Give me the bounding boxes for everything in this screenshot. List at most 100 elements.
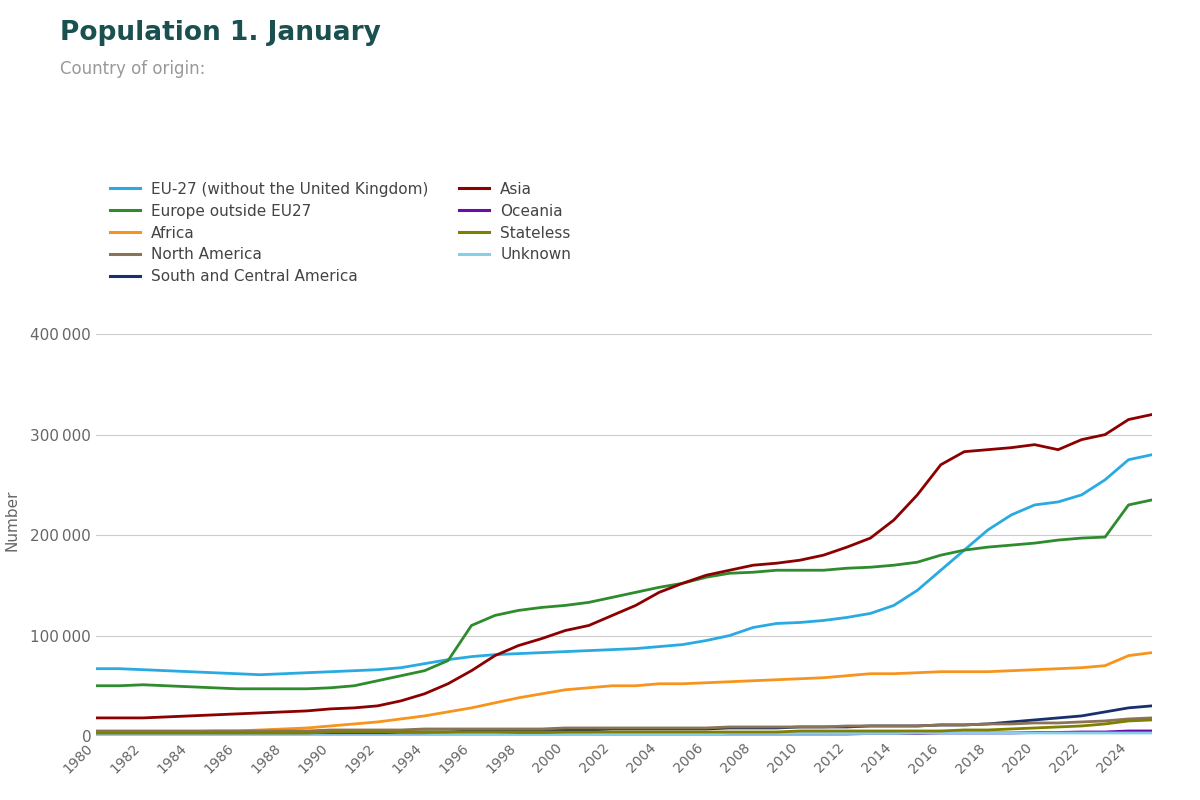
- Europe outside EU27: [629, 587, 643, 597]
- Line: Oceania: Oceania: [96, 731, 1152, 735]
- Asia: [253, 708, 268, 718]
- Europe outside EU27: [1098, 532, 1112, 542]
- Asia: [605, 610, 619, 620]
- EU-27 (without the United Kingdom): [464, 652, 479, 662]
- Oceania: [934, 728, 948, 738]
- EU-27 (without the United Kingdom): [582, 646, 596, 655]
- EU-27 (without the United Kingdom): [487, 650, 502, 659]
- Europe outside EU27: [182, 682, 197, 691]
- Africa: [206, 726, 221, 736]
- Oceania: [487, 730, 502, 740]
- Oceania: [582, 729, 596, 738]
- Stateless: [182, 728, 197, 738]
- Line: Stateless: Stateless: [96, 720, 1152, 733]
- Europe outside EU27: [887, 561, 901, 570]
- Asia: [698, 570, 713, 580]
- Unknown: [980, 728, 995, 738]
- Unknown: [746, 729, 761, 738]
- Stateless: [324, 727, 338, 737]
- Oceania: [746, 729, 761, 738]
- Africa: [1027, 665, 1042, 674]
- Oceania: [1098, 727, 1112, 737]
- Unknown: [253, 730, 268, 740]
- Africa: [910, 668, 924, 678]
- Europe outside EU27: [863, 562, 877, 572]
- Africa: [511, 693, 526, 702]
- Stateless: [558, 727, 572, 737]
- Oceania: [1074, 727, 1088, 737]
- South and Central America: [347, 728, 361, 738]
- North America: [1098, 716, 1112, 726]
- Unknown: [1051, 728, 1066, 738]
- Asia: [887, 515, 901, 525]
- Asia: [300, 706, 314, 716]
- Oceania: [253, 730, 268, 740]
- North America: [558, 723, 572, 733]
- Stateless: [160, 728, 174, 738]
- North America: [980, 719, 995, 729]
- Stateless: [629, 727, 643, 737]
- Unknown: [840, 729, 854, 738]
- Unknown: [487, 730, 502, 740]
- Unknown: [816, 729, 830, 738]
- Asia: [1004, 443, 1019, 453]
- Unknown: [629, 729, 643, 738]
- EU-27 (without the United Kingdom): [136, 665, 150, 674]
- EU-27 (without the United Kingdom): [934, 566, 948, 575]
- Asia: [276, 707, 290, 717]
- Oceania: [182, 730, 197, 740]
- Unknown: [394, 730, 408, 740]
- South and Central America: [324, 728, 338, 738]
- South and Central America: [629, 724, 643, 734]
- Stateless: [1121, 716, 1135, 726]
- Text: Population 1. January: Population 1. January: [60, 20, 380, 46]
- Asia: [511, 641, 526, 650]
- North America: [910, 721, 924, 730]
- EU-27 (without the United Kingdom): [769, 618, 784, 628]
- Europe outside EU27: [394, 671, 408, 681]
- Unknown: [1004, 728, 1019, 738]
- Stateless: [487, 727, 502, 737]
- Europe outside EU27: [980, 542, 995, 552]
- Europe outside EU27: [300, 684, 314, 694]
- Y-axis label: Number: Number: [4, 490, 19, 550]
- Africa: [371, 717, 385, 726]
- Asia: [840, 542, 854, 552]
- South and Central America: [816, 722, 830, 732]
- Asia: [1098, 430, 1112, 439]
- EU-27 (without the United Kingdom): [1145, 450, 1159, 459]
- Stateless: [980, 725, 995, 734]
- Oceania: [89, 730, 103, 740]
- South and Central America: [863, 721, 877, 730]
- North America: [1027, 718, 1042, 728]
- Stateless: [746, 727, 761, 737]
- Unknown: [934, 728, 948, 738]
- South and Central America: [1145, 701, 1159, 710]
- Unknown: [535, 730, 550, 740]
- Oceania: [793, 729, 808, 738]
- Unknown: [182, 730, 197, 740]
- Europe outside EU27: [89, 681, 103, 690]
- South and Central America: [440, 727, 455, 737]
- Unknown: [1145, 728, 1159, 738]
- Text: Country of origin:: Country of origin:: [60, 60, 205, 78]
- Asia: [910, 490, 924, 500]
- EU-27 (without the United Kingdom): [1074, 490, 1088, 500]
- Stateless: [793, 726, 808, 736]
- Stateless: [229, 728, 244, 738]
- Oceania: [1121, 726, 1135, 736]
- North America: [746, 722, 761, 732]
- Unknown: [440, 730, 455, 740]
- Europe outside EU27: [558, 601, 572, 610]
- Stateless: [1004, 724, 1019, 734]
- North America: [347, 725, 361, 734]
- South and Central America: [182, 729, 197, 738]
- Unknown: [652, 729, 666, 738]
- Africa: [605, 681, 619, 690]
- North America: [1121, 714, 1135, 724]
- Asia: [394, 696, 408, 706]
- Asia: [1121, 414, 1135, 424]
- Europe outside EU27: [324, 683, 338, 693]
- Europe outside EU27: [722, 569, 737, 578]
- EU-27 (without the United Kingdom): [840, 613, 854, 622]
